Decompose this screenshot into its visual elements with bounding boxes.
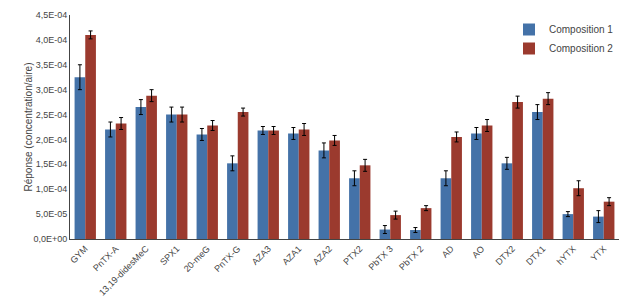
svg-text:2,0E-04: 2,0E-04 [36,135,68,145]
svg-text:AZA3: AZA3 [250,244,273,267]
svg-text:2,5E-04: 2,5E-04 [36,110,68,120]
svg-text:20-meG: 20-meG [182,244,212,274]
svg-text:PnTX-A: PnTX-A [91,244,120,273]
svg-text:DTX1: DTX1 [524,244,547,267]
svg-text:1,0E-04: 1,0E-04 [36,184,68,194]
svg-text:PTX2: PTX2 [341,244,364,267]
svg-text:3,5E-04: 3,5E-04 [36,60,68,70]
svg-text:5,0E-05: 5,0E-05 [36,209,68,219]
svg-text:AZA2: AZA2 [311,244,334,267]
svg-text:13,19-didesMeC: 13,19-didesMeC [97,243,151,297]
svg-text:AZA1: AZA1 [280,244,303,267]
svg-text:YTX: YTX [589,244,608,263]
svg-text:0,0E+00: 0,0E+00 [33,234,67,244]
svg-text:PbTX 2: PbTX 2 [397,244,425,272]
svg-text:DTX2: DTX2 [494,244,517,267]
svg-text:4,0E-04: 4,0E-04 [36,35,68,45]
svg-text:Composition 1: Composition 1 [549,24,613,35]
svg-text:AO: AO [470,244,486,260]
svg-text:4,5E-04: 4,5E-04 [36,10,68,20]
svg-text:GYM: GYM [68,244,90,266]
svg-text:hYTX: hYTX [555,244,578,267]
svg-text:3,0E-04: 3,0E-04 [36,85,68,95]
svg-text:PbTX 3: PbTX 3 [367,244,395,272]
svg-text:Composition 2: Composition 2 [549,43,613,54]
svg-text:Réponse (concentration/aire): Réponse (concentration/aire) [23,63,34,192]
svg-text:AD: AD [440,243,456,259]
svg-text:PnTX-G: PnTX-G [212,244,242,274]
svg-text:1,5E-04: 1,5E-04 [36,159,68,169]
svg-text:SPX1: SPX1 [158,244,181,267]
